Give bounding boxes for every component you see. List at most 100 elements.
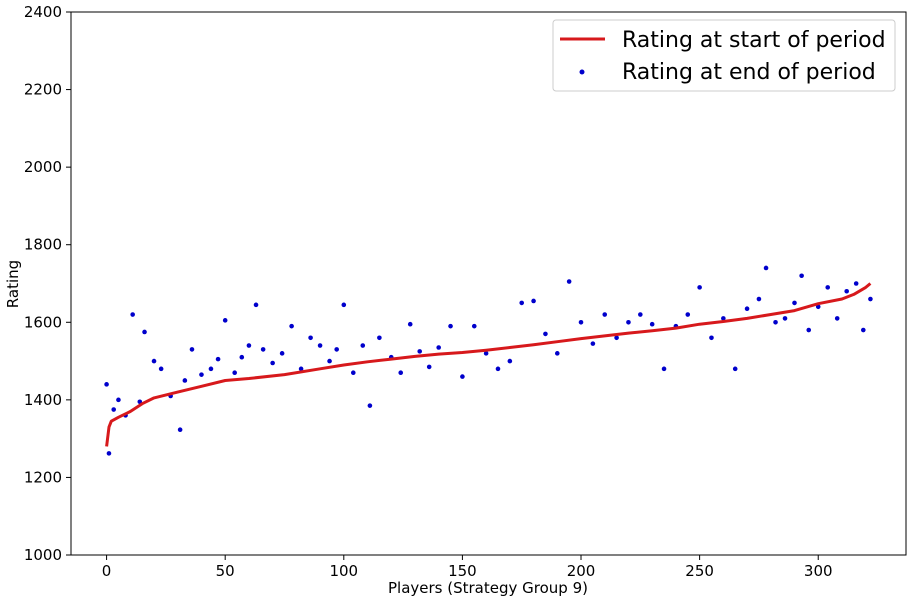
end-rating-point	[649, 321, 655, 327]
end-rating-point	[130, 312, 135, 317]
end-rating-point	[578, 319, 584, 325]
end-rating-point	[398, 370, 404, 376]
end-rating-point	[531, 298, 536, 304]
end-rating-point	[685, 312, 691, 317]
legend-point-swatch	[579, 69, 585, 75]
x-axis-label: Players (Strategy Group 9)	[388, 579, 588, 597]
end-rating-point	[279, 351, 285, 356]
end-rating-point	[350, 370, 356, 376]
end-rating-point	[709, 335, 714, 341]
end-rating-point	[360, 343, 366, 348]
end-rating-point	[222, 318, 228, 323]
end-rating-point	[495, 366, 501, 372]
end-rating-point	[308, 335, 313, 341]
end-rating-point	[426, 364, 432, 370]
end-rating-point	[763, 265, 769, 271]
end-rating-point	[334, 347, 339, 352]
end-rating-point	[436, 345, 441, 350]
y-tick-label: 2000	[24, 158, 62, 176]
end-rating-point	[721, 316, 726, 321]
end-rating-point	[590, 341, 596, 346]
y-tick-label: 2200	[24, 81, 62, 99]
x-tick-label: 150	[448, 562, 477, 580]
end-rating-point	[815, 304, 821, 310]
end-rating-point	[189, 347, 195, 352]
end-rating-point	[661, 366, 667, 372]
end-rating-point	[483, 351, 489, 356]
end-rating-point	[861, 327, 866, 333]
end-rating-point	[298, 366, 304, 372]
end-rating-point	[111, 407, 116, 412]
x-tick-label: 100	[329, 562, 358, 580]
end-rating-point	[806, 327, 812, 333]
x-tick-label: 200	[567, 562, 596, 580]
plot-layer	[104, 265, 873, 456]
end-rating-point	[215, 356, 221, 362]
y-tick-label: 1200	[24, 468, 62, 486]
end-rating-point	[327, 358, 332, 364]
end-rating-point	[199, 372, 204, 377]
end-rating-point	[507, 358, 513, 364]
end-rating-point	[182, 378, 188, 383]
y-tick-label: 1400	[24, 391, 62, 409]
end-rating-point	[417, 349, 423, 354]
end-rating-point	[566, 279, 572, 284]
end-rating-point	[732, 366, 738, 372]
end-rating-point	[260, 347, 266, 352]
end-rating-point	[177, 427, 183, 433]
x-tick-label: 0	[102, 562, 112, 580]
y-tick-label: 1600	[24, 313, 62, 331]
axis-layer: 0 50 100 150 200 250 300 1000 1200 1400 1600 1800 20…	[24, 3, 833, 580]
end-rating-point	[239, 354, 245, 360]
end-rating-point	[471, 323, 477, 329]
end-rating-point	[341, 302, 347, 308]
end-rating-point	[232, 370, 237, 376]
end-rating-point	[448, 323, 453, 329]
end-rating-point	[519, 300, 525, 306]
end-rating-point	[744, 306, 750, 312]
end-rating-point	[116, 397, 121, 403]
end-rating-point	[253, 302, 259, 308]
end-rating-point	[289, 323, 294, 329]
end-rating-point	[853, 281, 859, 286]
end-rating-point	[756, 296, 762, 302]
end-rating-point	[151, 358, 157, 364]
legend-label-end: Rating at end of period	[622, 60, 876, 85]
end-rating-point	[407, 321, 413, 327]
end-rating-point	[270, 360, 275, 366]
y-axis-label: Rating	[4, 260, 22, 308]
legend-box	[552, 19, 896, 92]
plot-frame	[70, 11, 907, 556]
end-rating-point	[638, 312, 643, 317]
end-rating-point	[246, 343, 252, 348]
end-rating-point	[792, 300, 797, 306]
end-rating-point	[208, 366, 214, 372]
end-rating-point	[697, 285, 702, 290]
x-tick-label: 50	[216, 562, 235, 580]
end-rating-point	[554, 351, 560, 356]
end-rating-point	[367, 403, 373, 408]
end-rating-point	[868, 296, 873, 302]
end-rating-point	[106, 451, 112, 456]
end-rating-point	[782, 316, 788, 321]
end-rating-point	[317, 343, 323, 348]
y-tick-label: 1000	[24, 546, 62, 564]
end-rating-point	[834, 316, 840, 321]
end-rating-point	[844, 288, 849, 294]
end-rating-point	[377, 335, 382, 341]
y-tick-label: 2400	[24, 3, 62, 21]
end-rating-point	[104, 382, 109, 387]
end-rating-point	[773, 319, 778, 325]
x-tick-label: 300	[804, 562, 833, 580]
end-rating-point	[602, 312, 608, 317]
end-rating-point	[614, 335, 619, 341]
x-tick-label: 250	[685, 562, 714, 580]
legend: Rating at start of period Rating at end …	[552, 19, 896, 92]
legend-label-start: Rating at start of period	[622, 28, 886, 53]
end-rating-point	[142, 329, 147, 335]
end-rating-point	[158, 366, 164, 372]
end-rating-point	[626, 319, 631, 325]
start-rating-line	[105, 282, 872, 447]
